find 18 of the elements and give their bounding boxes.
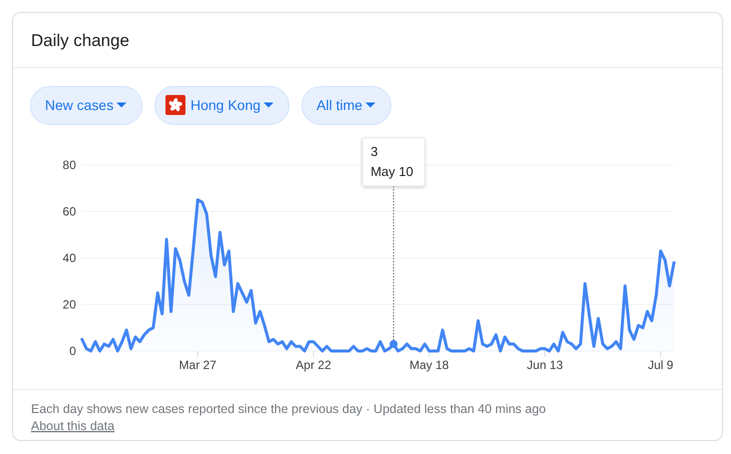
x-tick-label: May 18 [410,358,450,372]
text: 3 [370,144,378,159]
y-tick-label: 40 [62,251,76,266]
x-tick-label: Jul 9 [648,358,674,372]
y-tick-label: 20 [62,298,76,312]
text: Hong Kong [190,97,261,113]
x-tick-label: Jun 13 [526,358,564,372]
x-tick-label: Mar 27 [179,358,217,372]
y-tick-label: 0 [69,344,76,358]
ref-line-label: May 10 [370,164,414,179]
y-tick-label: 80 [62,158,76,172]
text: All time [316,97,363,113]
text: New cases [45,97,114,113]
chart-title: Daily change [31,31,130,50]
y-tick-label: 60 [62,204,76,219]
text: Each day shows new cases reported since the previous day · Updated less than 40 mins ago [31,402,546,416]
text: About this data [31,419,114,433]
x-tick-label: Apr 22 [296,358,332,372]
